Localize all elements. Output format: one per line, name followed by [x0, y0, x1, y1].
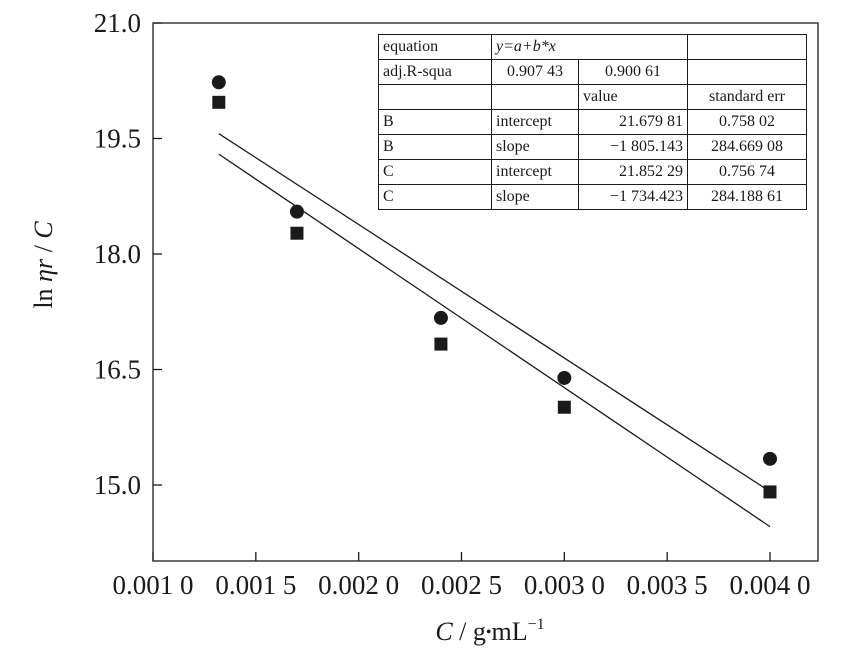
table-cell: slope — [491, 134, 579, 160]
table-cell: equation — [378, 34, 492, 60]
x-axis: 0.001 0 0.001 5 0.002 0 0.002 5 0.003 0 0.003… — [113, 552, 811, 600]
table-row: adj.R-squa 0.907 43 0.900 61 — [378, 59, 807, 85]
fit-results-table: equation y=a+b*x adj.R-squa 0.907 43 0.9… — [378, 34, 807, 210]
x-tick-label: 0.001 0 — [113, 570, 194, 600]
table-cell: 21.852 29 — [578, 159, 688, 185]
data-point-circle — [763, 451, 777, 466]
y-tick-label: 21.0 — [94, 8, 141, 38]
x-tick-label: 0.002 0 — [318, 570, 399, 600]
table-cell — [491, 84, 579, 110]
table-cell: −1 805.143 — [578, 134, 688, 160]
table-cell: value — [578, 84, 688, 110]
y-tick-label: 15.0 — [94, 470, 141, 500]
x-tick-label: 0.003 0 — [524, 570, 605, 600]
x-tick-label: 0.003 5 — [627, 570, 708, 600]
y-axis: 15.0 16.5 18.0 19.5 21.0 — [94, 8, 162, 500]
y-tick-label: 19.5 — [94, 124, 141, 154]
x-tick-label: 0.004 0 — [730, 570, 811, 600]
table-cell: 21.679 81 — [578, 109, 688, 135]
data-point-square — [290, 226, 304, 240]
table-cell: y=a+b*x — [491, 34, 688, 60]
table-cell: C — [378, 184, 492, 210]
table-cell: 0.756 74 — [687, 159, 807, 185]
data-point-square — [212, 95, 226, 109]
table-cell: 0.907 43 — [491, 59, 579, 85]
table-row: B intercept 21.679 81 0.758 02 — [378, 109, 807, 135]
table-cell: slope — [491, 184, 579, 210]
table-cell: adj.R-squa — [378, 59, 492, 85]
data-point-square — [557, 400, 571, 414]
plot-frame — [152, 22, 819, 562]
data-point-square — [763, 485, 777, 499]
data-point-circle — [289, 204, 304, 219]
table-row: C slope −1 734.423 284.188 61 — [378, 184, 807, 210]
table-row: value standard err — [378, 84, 807, 110]
fit-line-circle — [218, 153, 771, 528]
table-cell: standard err — [687, 84, 807, 110]
table-cell — [687, 34, 807, 60]
fit-line-square — [218, 133, 771, 493]
table-row: equation y=a+b*x — [378, 34, 807, 60]
table-cell — [378, 84, 492, 110]
table-cell: 284.669 08 — [687, 134, 807, 160]
x-tick-label: 0.001 5 — [215, 570, 296, 600]
table-row: B slope −1 805.143 284.669 08 — [378, 134, 807, 160]
fit-lines — [218, 133, 771, 528]
table-cell: −1 734.423 — [578, 184, 688, 210]
data-point-square — [434, 337, 448, 351]
table-cell: 0.900 61 — [578, 59, 688, 85]
table-cell: 284.188 61 — [687, 184, 807, 210]
table-cell: intercept — [491, 109, 579, 135]
table-cell — [687, 59, 807, 85]
table-cell: B — [378, 134, 492, 160]
table-cell: B — [378, 109, 492, 135]
data-points — [211, 75, 777, 499]
table-cell: intercept — [491, 159, 579, 185]
table-cell: C — [378, 159, 492, 185]
table-cell: 0.758 02 — [687, 109, 807, 135]
data-point-circle — [433, 310, 448, 325]
x-axis-title: C / g•mL−1 — [435, 616, 544, 646]
table-row: C intercept 21.852 29 0.756 74 — [378, 159, 807, 185]
y-axis-title: ln ηr / C — [29, 221, 58, 309]
y-tick-label: 18.0 — [94, 239, 141, 269]
data-point-circle — [211, 75, 226, 90]
y-tick-label: 16.5 — [94, 355, 141, 385]
data-point-circle — [557, 370, 572, 385]
x-tick-label: 0.002 5 — [421, 570, 502, 600]
